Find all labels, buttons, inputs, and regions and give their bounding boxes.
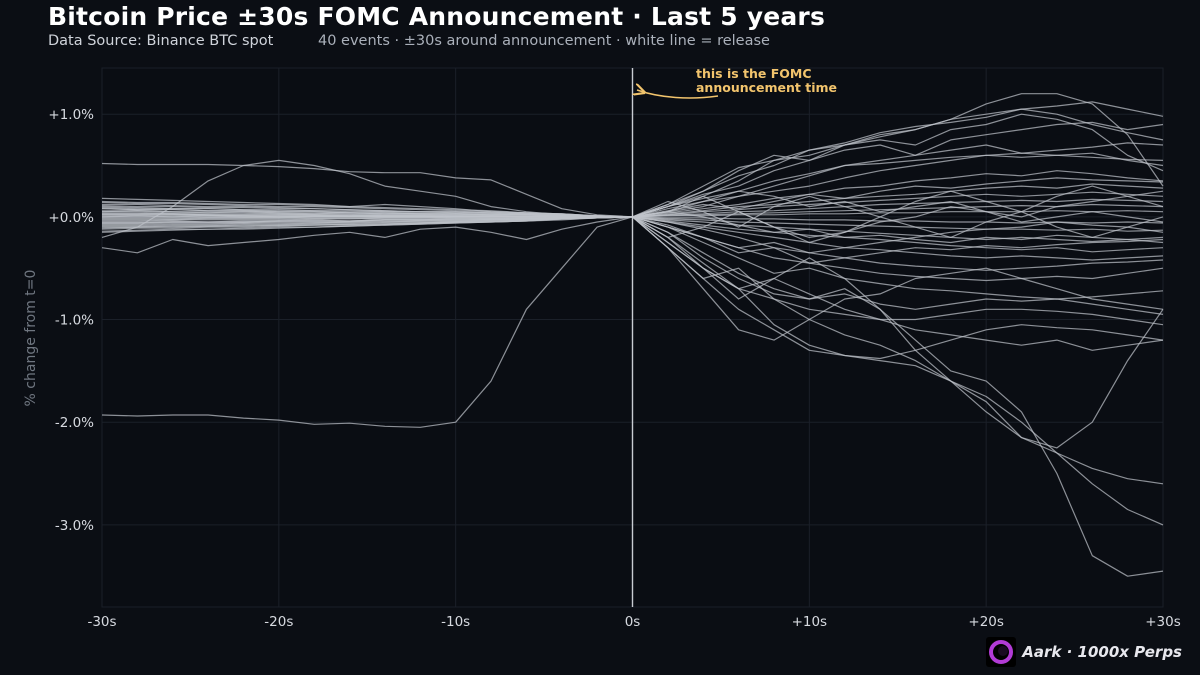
x-tick-label: 0s — [625, 614, 641, 630]
y-tick-label: -2.0% — [55, 415, 94, 431]
y-tick-label: +1.0% — [48, 107, 94, 123]
annotation-line-2: announcement time — [696, 80, 837, 95]
axis-ticks: +1.0% +0.0% -1.0% -2.0% -3.0% -30s -20s -10s 0s +… — [48, 107, 1180, 630]
brand-text: Aark · 1000x Perps — [1022, 643, 1182, 661]
annotation-line-1: this is the FOMC — [696, 66, 812, 81]
x-tick-label: +30s — [1145, 614, 1181, 630]
y-tick-label: -1.0% — [55, 313, 94, 329]
x-tick-label: -20s — [264, 614, 293, 630]
annotation: this is the FOMC announcement time — [637, 66, 837, 99]
x-tick-label: +20s — [968, 614, 1004, 630]
y-tick-label: -3.0% — [55, 518, 94, 534]
chart-subtitle-source: Data Source: Binance BTC spot — [48, 33, 274, 49]
chart-subtitle-info: 40 events · ±30s around announcement · w… — [318, 33, 770, 49]
chart-title: Bitcoin Price ±30s FOMC Announcement · L… — [48, 2, 826, 31]
x-tick-label: -30s — [87, 614, 116, 630]
brand-badge: Aark · 1000x Perps — [986, 637, 1182, 667]
aark-logo-icon — [986, 637, 1017, 667]
x-tick-label: -10s — [441, 614, 470, 630]
y-tick-label: +0.0% — [48, 210, 94, 226]
annotation-arrow — [637, 90, 719, 99]
x-tick-label: +10s — [792, 614, 828, 630]
